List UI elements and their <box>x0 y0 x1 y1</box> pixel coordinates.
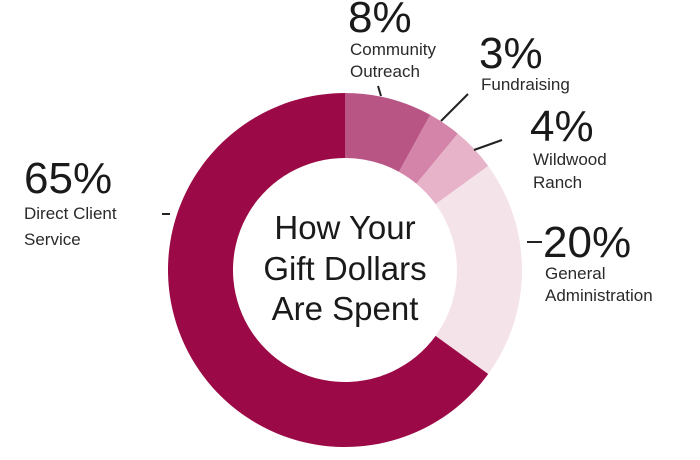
slice-percent-general-administration: 20% <box>543 218 631 267</box>
slice-label-community-outreach-line-2: Outreach <box>350 62 420 81</box>
leader-line-fundraising <box>440 93 469 122</box>
slice-percent-community-outreach: 8% <box>348 0 412 42</box>
slice-label-wildwood-ranch-line-2: Ranch <box>533 173 582 192</box>
slice-label-direct-client-service-line-2: Service <box>24 230 81 249</box>
donut-slices <box>167 93 522 447</box>
donut-slice-direct-client-service <box>167 93 489 447</box>
donut-slice-fundraising <box>398 114 458 184</box>
slice-label-fundraising: Fundraising <box>481 75 570 94</box>
slice-label-community-outreach-line-1: Community <box>350 40 436 59</box>
slice-percent-wildwood-ranch: 4% <box>530 102 594 151</box>
chart-title-line-2: Gift Dollars <box>263 250 426 287</box>
leader-line-wildwood-ranch <box>473 139 503 151</box>
slice-label-wildwood-ranch-line-1: Wildwood <box>533 150 607 169</box>
slice-percent-fundraising: 3% <box>479 29 543 78</box>
slice-label-direct-client-service-line-1: Direct Client <box>24 204 117 223</box>
leader-line-community-outreach <box>377 85 382 97</box>
donut-slice-wildwood-ranch <box>416 133 489 205</box>
slice-label-general-administration-line-1: General <box>545 264 605 283</box>
slice-label-general-administration-line-2: Administration <box>545 286 653 305</box>
chart-title-line-3: Are Spent <box>272 290 419 327</box>
slice-percent-direct-client-service: 65% <box>24 154 112 203</box>
chart-title-line-1: How Your <box>274 209 415 246</box>
donut-slice-general-administration <box>435 165 522 375</box>
donut-slice-community-outreach <box>345 93 431 172</box>
